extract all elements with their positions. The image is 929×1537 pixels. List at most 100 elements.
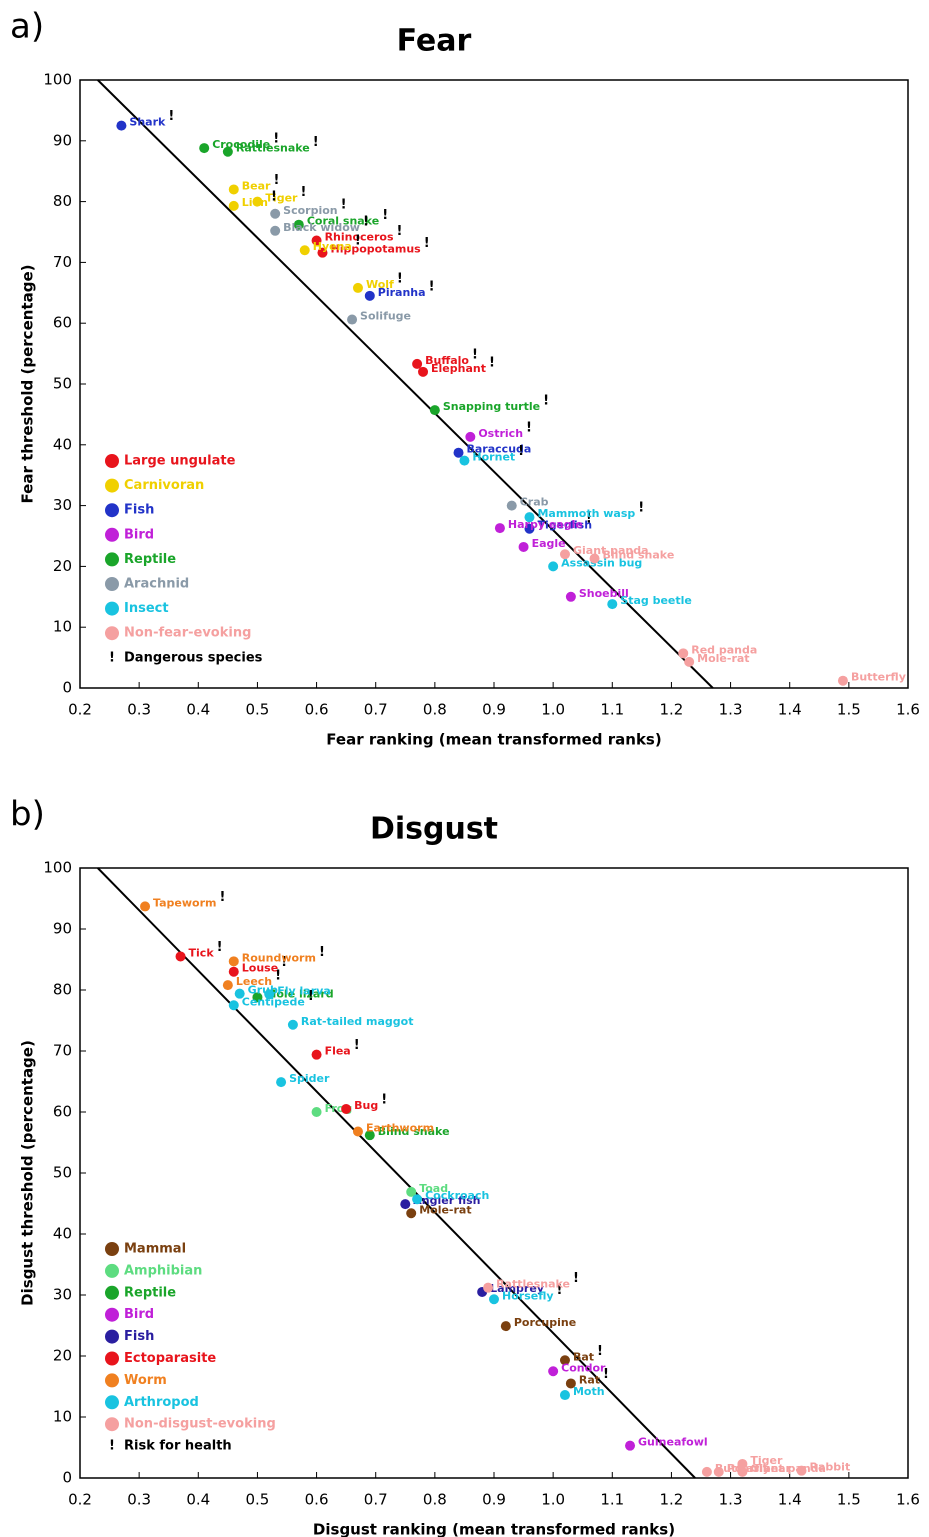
legend-label: Fish <box>124 1329 154 1344</box>
y-tick-label: 30 <box>53 496 72 514</box>
point <box>507 501 517 511</box>
y-axis-label: Fear threshold (percentage) <box>19 265 37 504</box>
y-tick-label: 60 <box>53 314 72 332</box>
plot-frame <box>80 868 908 1478</box>
x-tick-label: 0.7 <box>364 1491 388 1509</box>
y-tick-label: 70 <box>53 1042 72 1060</box>
legend-swatch <box>105 1417 119 1431</box>
y-tick-label: 20 <box>53 557 72 575</box>
danger-mark: ! <box>168 109 174 124</box>
point-label: Rattlesnake <box>496 1278 570 1291</box>
danger-mark: ! <box>397 271 403 286</box>
point-label: Condor <box>561 1361 606 1374</box>
legend-label: Risk for health <box>124 1439 232 1454</box>
point-label: Mammoth wasp <box>537 507 635 520</box>
legend-label: Bird <box>124 527 154 542</box>
y-tick-label: 90 <box>53 131 72 149</box>
point <box>312 1107 322 1117</box>
point <box>560 549 570 559</box>
point <box>229 184 239 194</box>
point <box>199 143 209 153</box>
point-label: Spider <box>289 1072 330 1085</box>
danger-mark: ! <box>518 444 524 459</box>
legend-swatch <box>105 479 119 493</box>
x-tick-label: 0.6 <box>305 701 329 719</box>
point <box>353 283 363 293</box>
x-tick-label: 0.9 <box>482 701 506 719</box>
danger-mark: ! <box>313 135 319 150</box>
point <box>176 951 186 961</box>
point-label: Tapeworm <box>153 896 216 909</box>
point-label: Tick <box>189 946 215 959</box>
danger-mark: ! <box>341 197 347 212</box>
y-tick-label: 80 <box>53 981 72 999</box>
point <box>229 1000 239 1010</box>
y-axis-label: Disgust threshold (percentage) <box>19 1040 37 1306</box>
point <box>116 121 126 131</box>
y-tick-label: 50 <box>53 1164 72 1182</box>
point <box>560 1390 570 1400</box>
legend-danger-mark: ! <box>109 650 115 665</box>
point <box>312 1050 322 1060</box>
legend-swatch <box>105 602 119 616</box>
point <box>353 1127 363 1137</box>
legend-swatch <box>105 503 119 517</box>
x-tick-label: 1.4 <box>778 701 802 719</box>
point-label: Mole-rat <box>697 652 749 665</box>
legend-label: Carnivoran <box>124 478 204 493</box>
point <box>702 1467 712 1477</box>
point <box>341 1104 351 1114</box>
point-label: Shark <box>129 116 166 129</box>
point <box>430 405 440 415</box>
point <box>229 956 239 966</box>
point-label: Hyena <box>313 240 352 253</box>
page: {"chart_data":[ {"type":"scatter","panel… <box>0 0 929 1537</box>
legend-label: Reptile <box>124 1285 176 1300</box>
danger-mark: ! <box>429 279 435 294</box>
point <box>465 432 475 442</box>
x-tick-label: 1.6 <box>896 701 920 719</box>
legend-label: Bird <box>124 1307 154 1322</box>
y-tick-label: 100 <box>43 859 72 877</box>
trend-line <box>98 868 695 1478</box>
legend-swatch <box>105 577 119 591</box>
legend-label: Non-disgust-evoking <box>124 1417 276 1432</box>
point <box>406 1208 416 1218</box>
x-axis-label: Fear ranking (mean transformed ranks) <box>326 731 661 749</box>
legend-label: Arachnid <box>124 577 189 592</box>
danger-mark: ! <box>382 208 388 223</box>
point-label: Bug <box>354 1099 378 1112</box>
legend-swatch <box>105 528 119 542</box>
point-label: Scorpion <box>283 204 337 217</box>
legend-label: Insect <box>124 601 169 616</box>
chart-title: Fear <box>397 24 472 59</box>
point-label: Hornet <box>472 451 515 464</box>
point-label: Ostrich <box>478 427 523 440</box>
point <box>300 245 310 255</box>
x-tick-label: 1.5 <box>837 701 861 719</box>
danger-mark: ! <box>220 890 226 905</box>
x-tick-label: 0.3 <box>127 701 151 719</box>
point-label: Butterfly <box>851 671 906 684</box>
y-tick-label: 80 <box>53 192 72 210</box>
point <box>678 648 688 658</box>
point <box>797 1466 807 1476</box>
point <box>548 1366 558 1376</box>
point-label: Centipede <box>242 995 305 1008</box>
x-tick-label: 1.1 <box>600 701 624 719</box>
danger-mark: ! <box>273 173 279 188</box>
point-label: Black widow <box>283 221 360 234</box>
y-tick-label: 40 <box>53 435 72 453</box>
point <box>347 315 357 325</box>
danger-mark: ! <box>638 501 644 516</box>
danger-mark: ! <box>489 355 495 370</box>
plot-frame <box>80 80 908 688</box>
danger-mark: ! <box>363 214 369 229</box>
point-label: Roundworm <box>242 951 316 964</box>
point-label: Flea <box>325 1045 351 1058</box>
legend-swatch <box>105 454 119 468</box>
point <box>590 553 600 563</box>
point <box>270 209 280 219</box>
x-tick-label: 1.3 <box>719 701 743 719</box>
legend-swatch <box>105 1352 119 1366</box>
